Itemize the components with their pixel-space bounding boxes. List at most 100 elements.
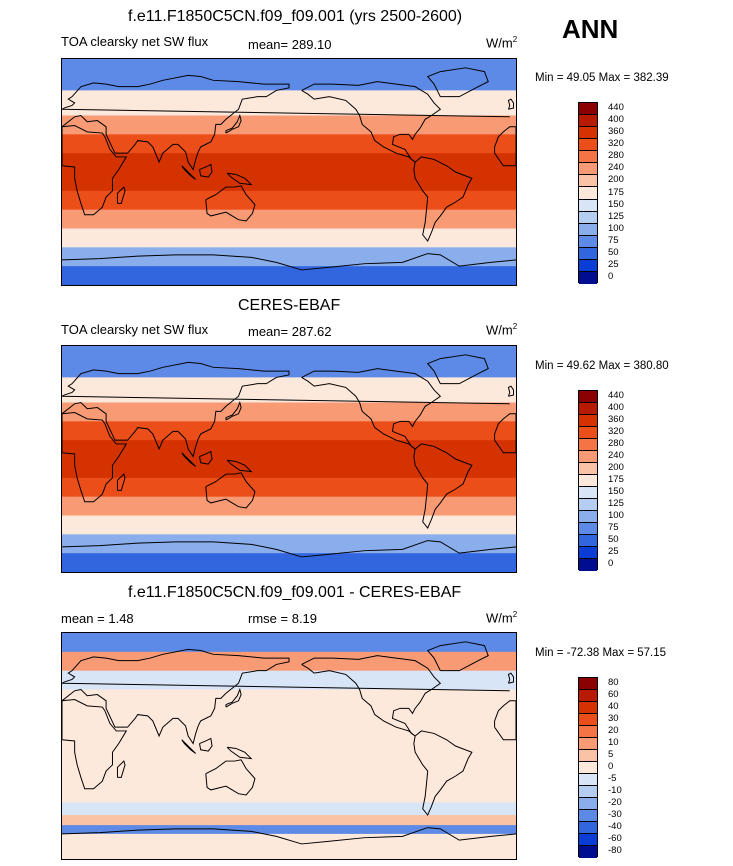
panel-3-minmax: Min = -72.38 Max = 57.15 [535, 647, 667, 659]
colorbar-tick-label: 0 [608, 761, 614, 772]
colorbar-tick-label: 100 [608, 222, 624, 234]
coastline [413, 443, 473, 530]
coastline [413, 730, 473, 817]
colorbar-tick-label: 200 [608, 174, 624, 186]
zonal-band [62, 402, 516, 422]
colorbar-tick-label: -80 [608, 845, 622, 856]
panel-3-rmse: rmse = 8.19 [248, 611, 317, 626]
colorbar-swatch [579, 439, 597, 451]
panel-1-units-base: W/m [486, 35, 513, 51]
panel-2-mean-value: 287.62 [291, 324, 332, 339]
zonal-band [62, 247, 516, 267]
colorbar-swatch [579, 786, 597, 798]
colorbar-swatch [579, 139, 597, 152]
panel-3-units-base: W/m [486, 610, 513, 626]
colorbar-swatch [579, 822, 597, 834]
colorbar-tick-label: 60 [608, 689, 619, 700]
panel-3-rmse-value: 8.19 [291, 611, 318, 626]
colorbar-tick-label: 175 [608, 474, 624, 485]
coastline [62, 125, 128, 216]
zonal-band [62, 266, 516, 285]
colorbar-tick-label: 30 [608, 713, 619, 724]
coastline [199, 450, 213, 465]
coastline [413, 156, 473, 243]
coastline [62, 540, 516, 558]
coastline [116, 186, 126, 204]
colorbar-tick-label: 5 [608, 749, 614, 760]
colorbar-swatch [579, 535, 597, 547]
colorbar-swatch [579, 714, 597, 726]
coastline [225, 113, 242, 134]
colorbar-swatch [579, 738, 597, 750]
zonal-band [62, 534, 516, 554]
colorbar-tick-label: 50 [608, 246, 619, 258]
colorbar-swatch [579, 798, 597, 810]
colorbar-tick-label: -40 [608, 821, 622, 832]
coastline [226, 172, 253, 186]
panel-3-title: f.e11.F1850C5CN.f09_f09.001 - CERES-EBAF [128, 584, 462, 601]
zonal-band [62, 228, 516, 248]
coastline [116, 760, 126, 778]
colorbar-swatch [579, 690, 597, 702]
colorbar-swatch [579, 499, 597, 511]
colorbar-swatch [579, 115, 597, 128]
coastline [62, 74, 510, 171]
colorbar-tick-label: 125 [608, 210, 624, 222]
colorbar-tick-label: 400 [608, 114, 624, 126]
coastline [181, 165, 197, 180]
coastline [225, 687, 242, 708]
colorbar-swatch [579, 810, 597, 822]
panel-2-mean: mean= 287.62 [248, 324, 332, 339]
coastline [494, 700, 516, 741]
colorbar-tick-label: 0 [608, 270, 614, 282]
colorbar-swatch [579, 391, 597, 403]
panel-1-units-sup: 2 [512, 35, 518, 44]
colorbar-swatch [579, 151, 597, 164]
colorbar-tick-label: 175 [608, 186, 624, 198]
coastline [62, 412, 128, 503]
coastline [62, 827, 516, 845]
zonal-band [62, 190, 516, 211]
colorbar-tick-label: 10 [608, 737, 619, 748]
colorbar-swatch [579, 702, 597, 714]
colorbar-tick-label: 25 [608, 546, 619, 557]
zonal-band [62, 477, 516, 498]
panel-2-units-base: W/m [486, 322, 513, 338]
colorbar-swatch [579, 774, 597, 786]
coastline [199, 163, 213, 178]
colorbar-tick-label: 440 [608, 102, 624, 114]
colorbar-tick-label: 40 [608, 701, 619, 712]
colorbar-swatch [579, 247, 597, 260]
coastline [181, 452, 197, 467]
panel-2-units: W/m2 [486, 322, 517, 337]
coastline [494, 126, 516, 167]
panel-3-map [61, 632, 517, 860]
zonal-band [62, 825, 516, 835]
colorbar-tick-label: 150 [608, 198, 624, 210]
coastline [205, 472, 256, 509]
panel-3-mean: mean = 1.48 [61, 611, 134, 626]
colorbar-swatch [579, 163, 597, 176]
colorbar-tick-label: 240 [608, 450, 624, 461]
colorbar-tick-label: 75 [608, 522, 619, 533]
coastline [225, 400, 242, 421]
panel-1-map [61, 58, 517, 286]
colorbar-swatch [579, 726, 597, 738]
coastline [426, 354, 489, 385]
panel-1-mean-label: mean= [248, 37, 289, 52]
colorbar-swatch [579, 271, 597, 284]
zonal-band [62, 815, 516, 826]
zonal-band [62, 90, 516, 116]
panel-2-variable-label: TOA clearsky net SW flux [61, 322, 209, 337]
panel-1-colorbar [578, 102, 598, 284]
panel-3-mean-value: 1.48 [108, 611, 134, 626]
zonal-band [62, 833, 516, 859]
zonal-band [62, 440, 516, 479]
coastline [426, 641, 489, 672]
colorbar-swatch [579, 235, 597, 248]
coastline [226, 746, 253, 760]
panel-1-units: W/m2 [486, 35, 517, 50]
coastline [507, 672, 515, 684]
colorbar-tick-label: 440 [608, 390, 624, 401]
coastline [199, 737, 213, 752]
